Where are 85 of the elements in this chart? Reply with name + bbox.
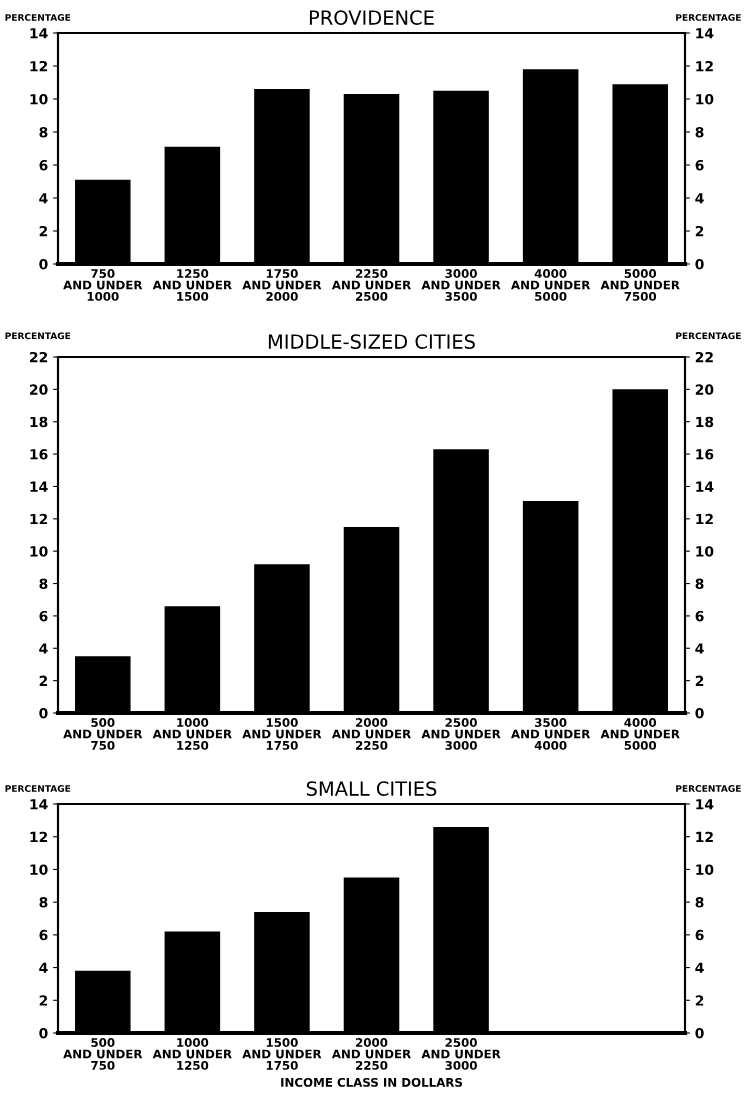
- y-tick-label: 0: [39, 707, 48, 719]
- y-tick-label: 10: [30, 864, 48, 875]
- y2-tick-label: 4: [695, 643, 704, 654]
- y2-tick-label: 0: [695, 707, 704, 719]
- y-tick-label: 14: [30, 481, 48, 492]
- y-tick-label: 12: [30, 831, 48, 842]
- x-tick-label: 1750 AND UNDER 2000: [242, 269, 322, 301]
- y2-tick-label: 22: [695, 351, 713, 363]
- y2-axis-title: PERCENTAGE: [676, 785, 741, 792]
- y-tick-label: 12: [30, 513, 48, 525]
- chart-title: PROVIDENCE: [309, 10, 434, 25]
- y-tick-label: 16: [30, 449, 48, 460]
- y-tick-label: 2: [39, 225, 48, 237]
- y2-tick-label: 6: [695, 610, 704, 622]
- y2-tick-label: 10: [696, 864, 714, 875]
- y-tick-label: 0: [39, 1027, 48, 1039]
- y-tick-label: 4: [39, 962, 48, 973]
- x-tick-label: 1000 AND UNDER 1250: [152, 718, 232, 750]
- x-tick-label: 2500 AND UNDER 3000: [421, 1038, 501, 1070]
- y2-tick-label: 12: [696, 831, 713, 842]
- x-tick-label: 500 AND UNDER 750: [63, 718, 143, 750]
- y2-tick-label: 4: [695, 193, 704, 204]
- x-tick-label: 1000 AND UNDER 1250: [152, 1038, 232, 1070]
- y2-tick-label: 20: [695, 384, 714, 395]
- y-axis-title: PERCENTAGE: [5, 785, 71, 792]
- y-tick-label: 6: [39, 610, 48, 622]
- y2-tick-label: 0: [695, 258, 704, 270]
- y-tick-label: 6: [39, 929, 48, 941]
- x-tick-label: 1250 AND UNDER 1500: [152, 269, 232, 301]
- y-tick-label: 6: [39, 159, 48, 171]
- y2-tick-label: 8: [695, 126, 704, 138]
- y-tick-label: 2: [39, 995, 48, 1006]
- y2-tick-label: 12: [696, 60, 713, 72]
- x-tick-label: 4000 AND UNDER 5000: [600, 718, 680, 750]
- y2-tick-label: 8: [695, 897, 704, 908]
- y2-tick-label: 10: [696, 546, 714, 557]
- x-tick-label: 750 AND UNDER 1000: [63, 269, 143, 301]
- x-tick-label: 2000 AND UNDER 2250: [331, 718, 411, 750]
- x-axis-title: INCOME CLASS IN DOLLARS: [281, 1077, 463, 1087]
- y-tick-label: 8: [39, 578, 48, 590]
- x-tick-label: 2250 AND UNDER 2500: [331, 269, 411, 301]
- y2-tick-label: 12: [696, 513, 713, 525]
- x-tick-label: 2500 AND UNDER 3000: [421, 718, 501, 750]
- x-tick-label: 1500 AND UNDER 1750: [242, 1038, 322, 1070]
- y-tick-label: 22: [30, 351, 48, 363]
- y2-axis-title: PERCENTAGE: [676, 332, 741, 340]
- y-tick-label: 20: [30, 384, 48, 395]
- y-tick-label: 12: [30, 60, 48, 72]
- y-tick-label: 18: [30, 416, 48, 428]
- y-tick-label: 4: [39, 643, 48, 654]
- y-axis-title: PERCENTAGE: [5, 14, 71, 21]
- chart-title: MIDDLE-SIZED CITIES: [268, 334, 475, 349]
- y2-tick-label: 2: [695, 225, 704, 237]
- y2-tick-label: 10: [696, 93, 714, 105]
- chart-title: SMALL CITIES: [306, 781, 437, 796]
- y-tick-label: 0: [39, 258, 48, 270]
- y2-tick-label: 0: [695, 1027, 704, 1039]
- y-tick-label: 14: [30, 799, 48, 810]
- y2-tick-label: 16: [696, 449, 714, 460]
- y2-tick-label: 14: [696, 799, 714, 810]
- y2-tick-label: 6: [695, 159, 704, 171]
- y2-tick-label: 14: [696, 481, 714, 492]
- y-tick-label: 4: [39, 193, 48, 204]
- y2-tick-label: 2: [695, 675, 704, 686]
- y-tick-label: 14: [30, 28, 48, 39]
- x-tick-label: 5000 AND UNDER 7500: [600, 269, 680, 301]
- x-tick-label: 500 AND UNDER 750: [63, 1038, 143, 1070]
- x-tick-label: 4000 AND UNDER 5000: [511, 269, 591, 301]
- y2-tick-label: 6: [695, 929, 704, 941]
- y-tick-label: 10: [30, 93, 48, 105]
- y-tick-label: 8: [39, 897, 48, 908]
- x-tick-label: 2000 AND UNDER 2250: [331, 1038, 411, 1070]
- y2-tick-label: 18: [696, 416, 714, 428]
- y-axis-title: PERCENTAGE: [5, 332, 71, 340]
- y-tick-label: 10: [30, 546, 48, 557]
- y-tick-label: 8: [39, 126, 48, 138]
- y2-tick-label: 4: [695, 962, 704, 973]
- x-tick-label: 3500 AND UNDER 4000: [511, 718, 591, 750]
- y2-axis-title: PERCENTAGE: [676, 14, 741, 21]
- x-tick-label: 1500 AND UNDER 1750: [242, 718, 322, 750]
- y2-tick-label: 8: [695, 578, 704, 590]
- y2-tick-label: 14: [696, 28, 714, 39]
- y2-tick-label: 2: [695, 995, 704, 1006]
- y-tick-label: 2: [39, 675, 48, 686]
- x-tick-label: 3000 AND UNDER 3500: [421, 269, 501, 301]
